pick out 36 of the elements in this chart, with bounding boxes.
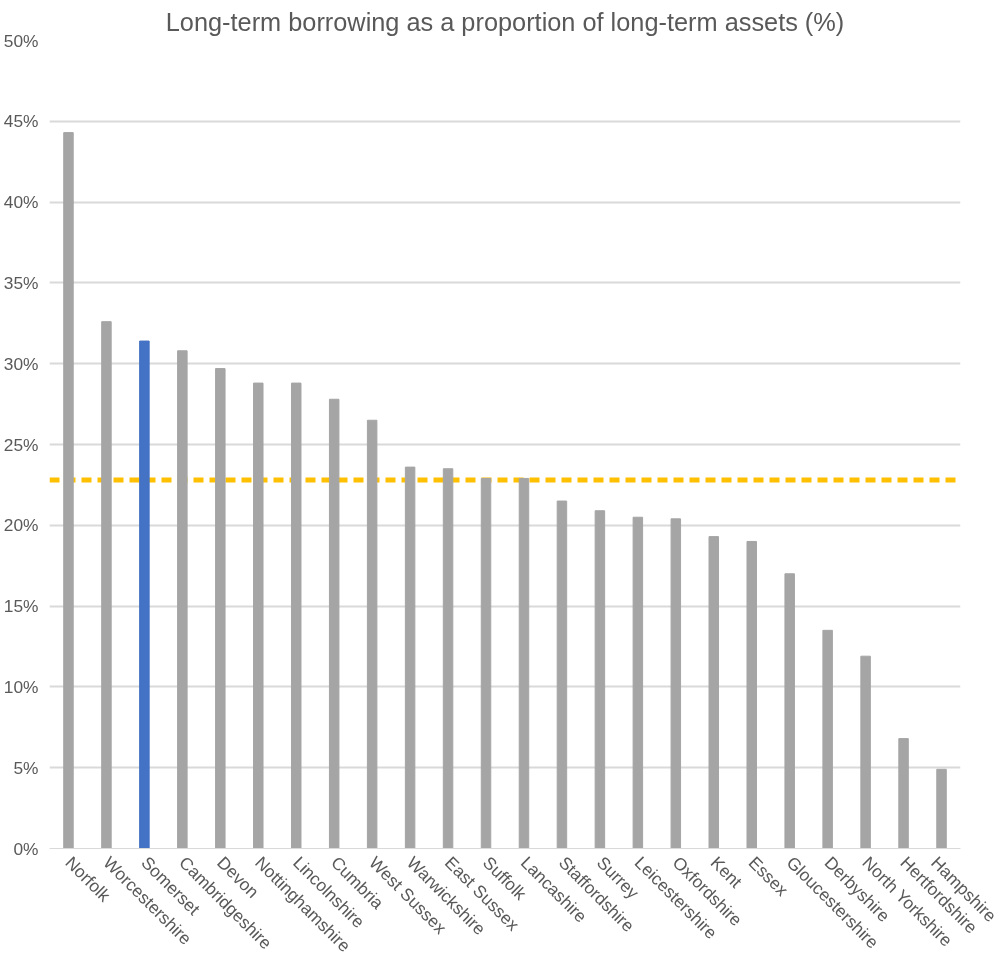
bar [784, 573, 795, 849]
bar [177, 350, 188, 849]
y-tick-label: 25% [3, 434, 39, 455]
y-tick-label: 0% [13, 838, 39, 859]
bar [632, 516, 644, 849]
bar [404, 466, 416, 849]
y-tick-label: 10% [3, 676, 39, 697]
y-tick-label: 30% [3, 353, 39, 374]
bar [215, 368, 226, 849]
bar [442, 468, 454, 849]
bar [63, 132, 74, 849]
bar [101, 321, 112, 849]
bar [328, 398, 340, 849]
y-tick-label: 40% [3, 192, 39, 213]
bar [936, 768, 947, 849]
bar [518, 477, 530, 849]
bar [290, 382, 302, 849]
bar [594, 510, 606, 849]
y-tick-label: 5% [13, 757, 39, 778]
bar [139, 340, 150, 849]
chart-title: Long-term borrowing as a proportion of long-term assets (%) [165, 7, 845, 36]
bar [898, 738, 909, 849]
bar [366, 419, 378, 849]
bar [822, 629, 833, 849]
bar [480, 477, 492, 849]
y-tick-label: 15% [3, 596, 39, 617]
y-tick-label: 45% [3, 111, 39, 132]
bar [708, 536, 720, 849]
bar [670, 518, 682, 849]
y-tick-label: 20% [3, 515, 39, 536]
y-tick-label: 35% [3, 272, 39, 293]
bar [860, 655, 871, 849]
y-tick-label: 50% [3, 30, 39, 51]
bar [556, 500, 568, 849]
bar [746, 540, 757, 849]
bar [253, 382, 264, 849]
